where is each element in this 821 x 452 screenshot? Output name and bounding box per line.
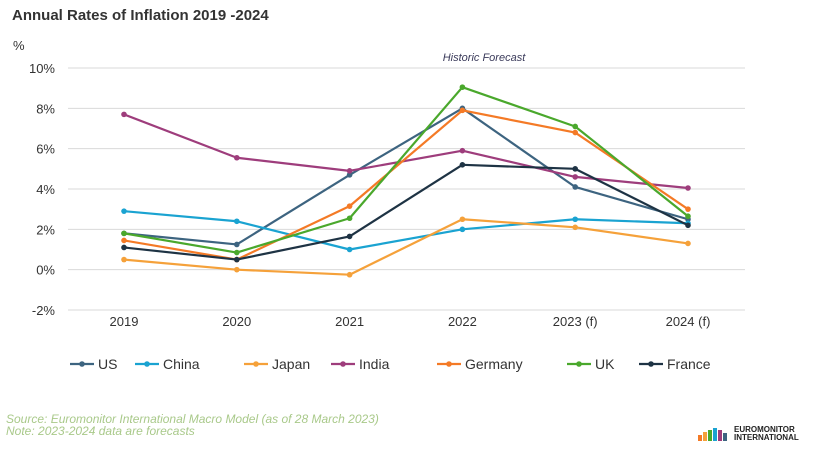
legend-label: Germany xyxy=(465,356,523,372)
data-point-china xyxy=(234,218,240,225)
series-us xyxy=(121,105,691,248)
data-point-india xyxy=(121,111,127,118)
legend-label: China xyxy=(163,356,200,372)
data-point-japan xyxy=(459,216,466,223)
data-point-uk xyxy=(685,213,691,220)
x-tick-label: 2020 xyxy=(222,314,251,329)
data-point-france xyxy=(121,244,127,251)
y-tick-label: 4% xyxy=(36,182,55,197)
data-point-china xyxy=(346,246,353,253)
series-germany xyxy=(121,107,691,263)
data-point-japan xyxy=(234,266,240,273)
forecast-annotation: Historic Forecast xyxy=(443,52,526,64)
legend-label: France xyxy=(667,356,711,372)
series-uk xyxy=(121,84,691,256)
legend-label: UK xyxy=(595,356,615,372)
legend-item-germany: Germany xyxy=(437,356,523,372)
series-line-germany xyxy=(123,109,689,261)
y-axis-ticks: -2% 0% 2% 4% 6% 8% 10% xyxy=(29,61,55,318)
series-line-france xyxy=(123,163,689,261)
chart-title: Annual Rates of Inflation 2019 -2024 xyxy=(12,7,269,24)
data-point-germany xyxy=(459,107,466,114)
data-point-france xyxy=(459,162,466,168)
series-line-japan xyxy=(123,218,689,276)
legend-marker xyxy=(253,361,259,367)
data-point-uk xyxy=(459,84,466,90)
data-point-china xyxy=(572,216,578,223)
logo-text: EUROMONITOR INTERNATIONAL xyxy=(734,425,799,442)
y-tick-label: 10% xyxy=(29,61,55,76)
data-point-uk xyxy=(121,230,127,237)
data-point-germany xyxy=(572,129,578,136)
legend-marker xyxy=(576,361,582,367)
y-tick-label: 6% xyxy=(36,142,55,157)
legend-item-france: France xyxy=(639,356,711,372)
legend-item-india: India xyxy=(331,356,390,372)
legend-label: Japan xyxy=(272,356,310,372)
source-note: Source: Euromonitor International Macro … xyxy=(6,412,379,426)
data-point-france xyxy=(572,166,578,172)
data-point-germany xyxy=(121,237,127,244)
data-point-france xyxy=(346,233,353,240)
legend-marker xyxy=(648,361,654,367)
x-tick-label: 2021 xyxy=(335,314,364,329)
data-point-us xyxy=(572,184,578,190)
data-point-india xyxy=(459,147,466,154)
legend-item-china: China xyxy=(135,356,200,372)
euromonitor-logo-icon xyxy=(698,428,727,441)
series-lines xyxy=(121,84,691,278)
y-tick-label: 8% xyxy=(36,101,55,116)
series-france xyxy=(121,162,691,263)
data-point-us xyxy=(346,172,353,178)
x-tick-label: 2019 xyxy=(110,314,139,329)
data-point-india xyxy=(346,168,353,174)
series-china xyxy=(121,208,691,253)
data-point-india xyxy=(234,154,240,161)
data-point-us xyxy=(234,241,240,248)
data-point-india xyxy=(572,174,578,180)
data-point-japan xyxy=(121,256,127,263)
legend-marker xyxy=(79,361,85,367)
data-point-uk xyxy=(572,123,578,130)
data-point-china xyxy=(459,226,466,233)
x-axis-ticks: 2019 2020 2021 2022 2023 (f) 2024 (f) xyxy=(110,314,711,329)
legend-marker xyxy=(340,361,346,367)
data-point-india xyxy=(685,185,691,191)
footer: Source: Euromonitor International Macro … xyxy=(6,413,379,437)
y-tick-label: -2% xyxy=(32,303,56,318)
data-point-japan xyxy=(346,271,353,278)
data-point-germany xyxy=(346,203,353,209)
data-point-china xyxy=(121,208,127,214)
legend-marker xyxy=(144,361,150,367)
legend-item-us: US xyxy=(70,356,117,372)
data-point-japan xyxy=(685,240,691,247)
x-tick-label: 2024 (f) xyxy=(666,314,711,329)
legend-label: US xyxy=(98,356,117,372)
data-point-japan xyxy=(572,224,578,231)
series-line-us xyxy=(123,107,689,246)
series-line-uk xyxy=(123,86,689,254)
forecast-note: Note: 2023-2024 data are forecasts xyxy=(6,424,195,438)
x-tick-label: 2022 xyxy=(448,314,477,329)
y-tick-label: 2% xyxy=(36,222,55,237)
series-line-china xyxy=(123,210,689,251)
legend-item-japan: Japan xyxy=(244,356,310,372)
data-point-france xyxy=(234,256,240,263)
legend: US China Japan India Germany UK France xyxy=(70,356,711,372)
data-point-uk xyxy=(234,249,240,256)
x-tick-label: 2023 (f) xyxy=(553,314,598,329)
y-tick-label: 0% xyxy=(36,263,55,278)
legend-label: India xyxy=(359,356,390,372)
logo: EUROMONITOR INTERNATIONAL xyxy=(698,426,799,442)
y-axis-label: % xyxy=(13,38,25,53)
legend-marker xyxy=(446,361,452,367)
legend-item-uk: UK xyxy=(567,356,615,372)
data-point-germany xyxy=(685,206,691,212)
data-point-uk xyxy=(346,215,353,222)
grid-lines xyxy=(68,67,745,311)
series-japan xyxy=(121,216,691,278)
data-point-france xyxy=(685,222,691,229)
